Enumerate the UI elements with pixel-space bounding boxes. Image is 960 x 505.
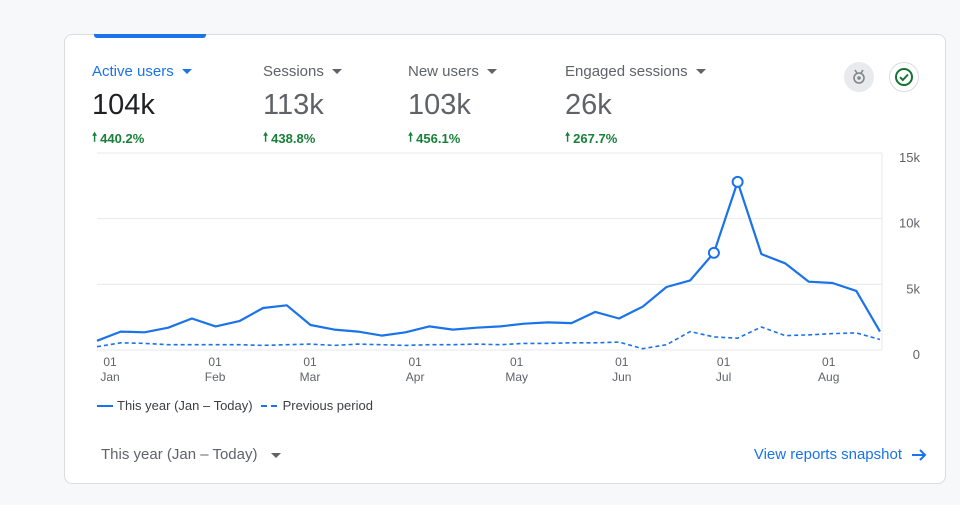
arrow-up-icon: 🠕: [92, 130, 98, 144]
metric-label: Sessions: [263, 62, 324, 80]
data-point-marker: [707, 246, 720, 259]
x-tick-day: 01: [717, 355, 731, 369]
metric-engaged-sessions[interactable]: Engaged sessions 26k 🠕 267.7%: [565, 62, 706, 149]
x-tick-month: Mar: [300, 370, 321, 384]
metric-value: 104k: [92, 89, 155, 121]
legend-current-label: This year (Jan – Today): [117, 398, 253, 413]
arrow-up-icon: 🠕: [565, 130, 571, 144]
x-tick-month: Jul: [716, 370, 731, 384]
caret-down-icon[interactable]: [331, 69, 342, 74]
x-tick-day: 01: [510, 355, 524, 369]
metric-sessions[interactable]: Sessions 113k 🠕 438.8%: [263, 62, 342, 149]
arrow-up-icon: 🠕: [408, 130, 414, 144]
date-range-dropdown[interactable]: This year (Jan – Today): [101, 446, 282, 463]
insights-badge-icon[interactable]: [844, 62, 874, 92]
caret-down-icon: [271, 452, 282, 458]
x-tick-month: Apr: [406, 370, 425, 384]
x-tick-month: Aug: [818, 370, 839, 384]
x-tick-day: 01: [303, 355, 317, 369]
chart-legend: This year (Jan – Today) Previous period: [97, 398, 373, 413]
metric-label: New users: [408, 62, 479, 80]
caret-down-icon[interactable]: [181, 69, 192, 74]
arrow-right-icon: [912, 448, 927, 461]
previous-period-line: [96, 326, 881, 350]
metric-value: 26k: [565, 89, 612, 121]
metric-change-value: 438.8%: [271, 131, 316, 146]
check-circle-icon[interactable]: [889, 62, 919, 92]
legend-solid-swatch: [97, 404, 113, 407]
metric-value: 113k: [263, 89, 324, 121]
metric-change: 🠕 440.2%: [92, 128, 192, 149]
y-tick-label: 10k: [899, 216, 920, 231]
metric-change-value: 456.1%: [416, 131, 461, 146]
x-tick-day: 01: [822, 355, 836, 369]
metric-value: 103k: [408, 89, 471, 121]
metric-change-value: 267.7%: [573, 131, 618, 146]
metric-new-users[interactable]: New users 103k 🠕 456.1%: [408, 62, 497, 149]
this-year-line: [96, 180, 881, 342]
x-tick-month: Jun: [612, 370, 631, 384]
x-tick-month: May: [505, 370, 528, 384]
snapshot-link-label: View reports snapshot: [753, 446, 902, 463]
metric-change: 🠕 438.8%: [263, 128, 342, 149]
metric-label: Active users: [92, 62, 174, 80]
metric-change-value: 440.2%: [100, 131, 145, 146]
active-metric-indicator: [94, 34, 206, 38]
metric-active-users[interactable]: Active users 104k 🠕 440.2%: [92, 62, 192, 149]
x-tick-month: Feb: [205, 370, 226, 384]
y-tick-label: 0: [913, 347, 920, 362]
legend-dashed-swatch: [260, 404, 277, 407]
metric-change: 🠕 267.7%: [565, 128, 706, 149]
view-reports-snapshot-link[interactable]: View reports snapshot: [754, 446, 927, 463]
arrow-up-icon: 🠕: [263, 130, 269, 144]
data-point-marker: [731, 175, 744, 188]
caret-down-icon[interactable]: [486, 69, 497, 74]
home-overview-card: [64, 34, 946, 484]
x-tick-day: 01: [615, 355, 629, 369]
x-tick-day: 01: [103, 355, 117, 369]
x-tick-month: Jan: [100, 370, 119, 384]
y-tick-label: 15k: [899, 150, 920, 165]
legend-previous-label: Previous period: [282, 398, 373, 413]
y-tick-label: 5k: [906, 281, 920, 296]
metric-change: 🠕 456.1%: [408, 128, 497, 149]
x-tick-day: 01: [208, 355, 222, 369]
caret-down-icon[interactable]: [695, 69, 706, 74]
x-tick-day: 01: [408, 355, 422, 369]
date-range-label: This year (Jan – Today): [101, 446, 258, 463]
metric-label: Engaged sessions: [565, 62, 688, 80]
